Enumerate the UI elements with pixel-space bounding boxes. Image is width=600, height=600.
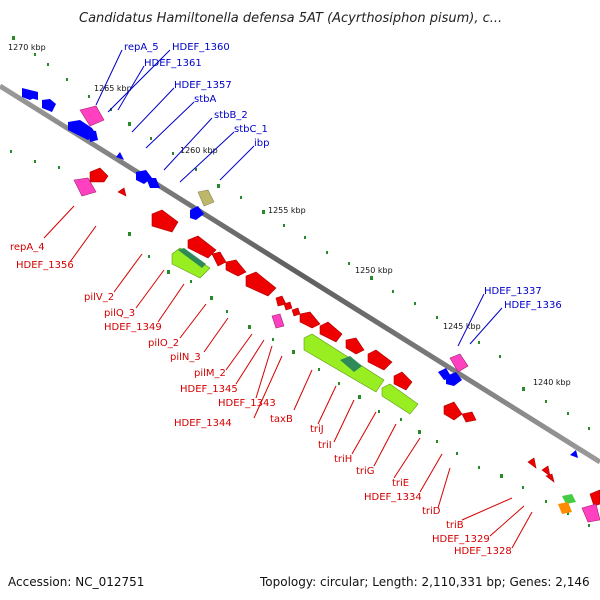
- gene-label-reverse: HDEF_1344: [174, 418, 232, 429]
- gene-label-forward: stbA: [194, 94, 216, 105]
- gene-label-reverse: pilQ_3: [104, 308, 135, 319]
- gene-label-reverse: pilN_3: [170, 352, 201, 363]
- forward-gene-labels: [95, 49, 503, 347]
- topology-text: Topology: circular; Length: 2,110,331 bp…: [259, 575, 590, 589]
- reverse-gene-labels: [43, 205, 533, 549]
- gene-arrow: [367, 349, 393, 371]
- gene-label-reverse: triB: [446, 520, 464, 531]
- pink-feature: [79, 105, 105, 127]
- forward-genes: [22, 88, 578, 458]
- gene-arrow: [245, 271, 277, 297]
- lime-feature: [381, 383, 419, 415]
- green-feature: [562, 494, 576, 504]
- gene-arrow: [89, 167, 109, 183]
- pink-feature: [449, 353, 469, 373]
- scale-label: 1250 kbp: [355, 266, 393, 275]
- gene-label-forward: HDEF_1361: [144, 58, 202, 69]
- gc-track-outer: [12, 36, 590, 430]
- gene-label-reverse: HDEF_1356: [16, 260, 74, 271]
- scale-label: 1270 kbp: [8, 43, 46, 52]
- gene-label-reverse: triI: [318, 440, 332, 451]
- gene-arrow: [30, 90, 38, 100]
- scale-label: 1260 kbp: [180, 146, 218, 155]
- gene-label-forward: stbC_1: [234, 124, 268, 135]
- gene-arrow: [88, 130, 98, 142]
- gene-label-reverse: HDEF_1328: [454, 546, 512, 557]
- gene-label-reverse: HDEF_1345: [180, 384, 238, 395]
- reverse-genes: [89, 167, 600, 507]
- scale-label: 1255 kbp: [268, 206, 306, 215]
- gene-arrow: [42, 99, 56, 112]
- gene-arrow: [541, 465, 551, 477]
- gene-label-reverse: triH: [334, 454, 352, 465]
- gene-label-reverse: HDEF_1329: [432, 534, 490, 545]
- gene-label-reverse: HDEF_1343: [218, 398, 276, 409]
- gene-arrow: [151, 209, 179, 233]
- map-title: Candidatus Hamiltonella defensa 5AT (Acy…: [79, 11, 502, 26]
- gene-label-reverse: pilM_2: [194, 368, 226, 379]
- gene-arrow: [117, 187, 127, 197]
- gene-arrow: [211, 251, 227, 267]
- dark-green-feature: [178, 248, 206, 268]
- gene-label-forward: repA_5: [124, 42, 159, 53]
- kbp-scale: 1270 kbp 1265 kbp 1260 kbp 1255 kbp 1250…: [8, 43, 571, 387]
- pink-feature: [73, 177, 97, 197]
- gene-arrow: [527, 457, 537, 469]
- orange-feature: [558, 502, 572, 514]
- gene-arrow: [299, 311, 321, 329]
- gene-label-forward: HDEF_1360: [172, 42, 230, 53]
- gene-arrow: [461, 411, 477, 423]
- gene-arrow: [283, 301, 293, 311]
- olive-feature: [197, 189, 215, 207]
- gene-label-reverse: HDEF_1349: [104, 322, 162, 333]
- gene-arrow: [345, 337, 365, 355]
- pink-feature: [581, 503, 600, 523]
- gene-arrow: [190, 206, 204, 220]
- gene-label-forward: stbB_2: [214, 110, 248, 121]
- gene-label-reverse: pilV_2: [84, 292, 114, 303]
- gene-label-forward: HDEF_1336: [504, 300, 562, 311]
- scale-label: 1265 kbp: [94, 84, 132, 93]
- gene-label-forward: HDEF_1357: [174, 80, 232, 91]
- gene-arrow: [116, 152, 124, 160]
- gene-label-forward: ibp: [254, 138, 269, 149]
- gene-arrow: [393, 371, 413, 391]
- gene-arrow: [446, 372, 462, 386]
- gene-label-reverse: HDEF_1334: [364, 492, 422, 503]
- gene-label-reverse: pilO_2: [148, 338, 179, 349]
- gene-arrow: [319, 321, 343, 343]
- gene-arrow: [443, 401, 463, 421]
- gc-track-inner: [10, 150, 590, 527]
- gene-arrow: [291, 307, 301, 317]
- gene-arrow: [570, 450, 578, 458]
- gene-arrow: [225, 259, 247, 277]
- gene-label-reverse: repA_4: [10, 242, 45, 253]
- lime-feature: [171, 247, 211, 279]
- gene-arrow: [589, 489, 600, 507]
- pink-feature: [271, 313, 285, 329]
- gene-label-reverse: triG: [356, 466, 375, 477]
- gene-arrow: [146, 178, 160, 188]
- genome-backbone: [0, 83, 600, 465]
- scale-label: 1245 kbp: [443, 322, 481, 331]
- gene-label-forward: HDEF_1337: [484, 286, 542, 297]
- scale-label: 1240 kbp: [533, 378, 571, 387]
- gene-label-reverse: taxB: [270, 414, 293, 425]
- dark-green-feature: [340, 356, 362, 372]
- gene-arrow: [545, 473, 555, 483]
- gene-label-reverse: triD: [422, 506, 441, 517]
- other-features: [73, 105, 600, 523]
- accession-text: Accession: NC_012751: [8, 575, 144, 589]
- gene-label-reverse: triE: [392, 478, 409, 489]
- gene-label-reverse: triJ: [310, 424, 324, 435]
